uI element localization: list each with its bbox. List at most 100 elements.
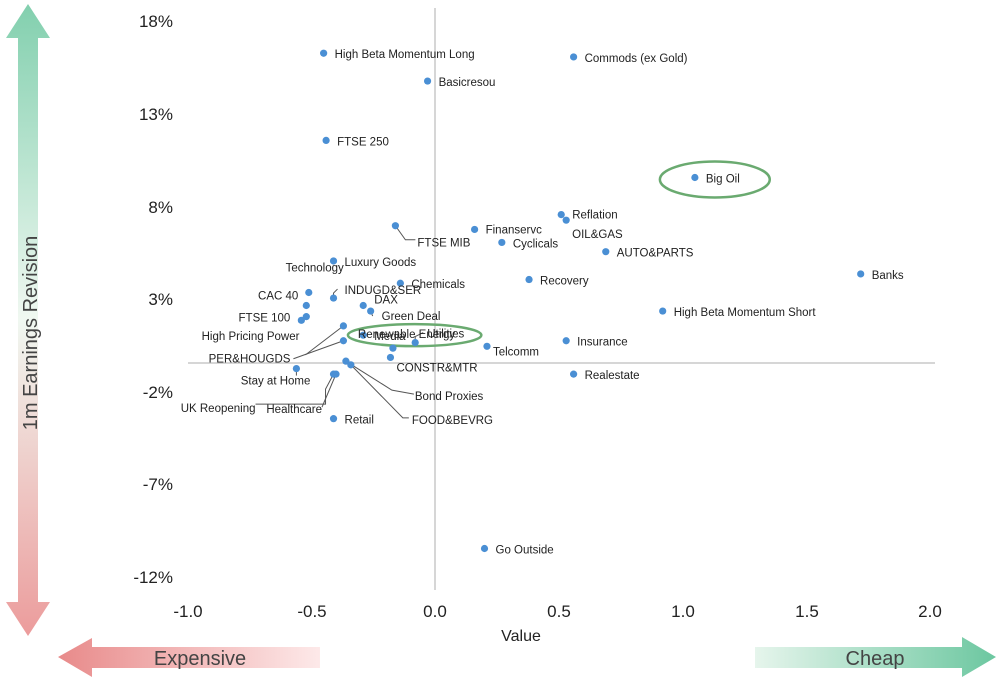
point-commods-ex-gold: [570, 53, 578, 61]
label-bond-proxies: Bond Proxies: [415, 391, 484, 403]
label-high-pricing-power: High Pricing Power: [202, 331, 300, 343]
point-indugd-ser: [329, 294, 338, 302]
label-renewable-energy: Renewable Energy: [358, 329, 455, 341]
label-ftse-250: FTSE 250: [337, 136, 389, 148]
label-insurance: Insurance: [577, 337, 628, 349]
label-go-outside: Go Outside: [496, 545, 554, 557]
point-healthcare: [332, 370, 340, 378]
label-cyclicals: Cyclicals: [513, 238, 559, 250]
point-chemicals: [396, 279, 404, 287]
label-healthcare: Healthcare: [266, 404, 322, 416]
label-constr-mtr: CONSTR&MTR: [396, 362, 477, 374]
label-big-oil: Big Oil: [706, 174, 740, 186]
label-per-hougds: PER&HOUGDS: [209, 354, 291, 366]
label-finanservc: Finanservc: [486, 224, 542, 236]
point-ftse-100: [302, 313, 310, 321]
label-luxury-goods: Luxury Goods: [345, 257, 417, 269]
highlight-rings: [346, 160, 771, 348]
point-per-hougds: [339, 337, 348, 345]
leader-food-bevrg: [350, 364, 409, 419]
x-tick-label: 1.0: [671, 602, 695, 621]
label-indugd-ser: INDUGD&SER: [345, 285, 422, 297]
label-oil-gas: OIL&GAS: [572, 229, 623, 241]
x-tick-label: 2.0: [918, 602, 942, 621]
point-go-outside: [480, 544, 489, 553]
x-tick-labels: -1.0 -0.5 0.0 0.5 1.0 1.5 2.0: [173, 602, 941, 621]
point-recovery: [525, 275, 533, 284]
x-tick-label: -0.5: [297, 602, 326, 621]
leader-ftse-mib: [394, 225, 416, 241]
y-tick-label: 3%: [148, 290, 173, 309]
y-tick-label: 13%: [139, 105, 173, 124]
point-cyclicals: [498, 238, 506, 247]
point-reflation: [557, 211, 565, 219]
label-realestate: Realestate: [585, 370, 640, 382]
y-tick-label: 18%: [139, 12, 173, 31]
data-points: [292, 49, 865, 553]
label-retail: Retail: [345, 415, 374, 427]
x-tick-label: 0.5: [547, 602, 571, 621]
leader-high-pricing-power: [305, 325, 344, 356]
label-media: Media: [374, 331, 406, 343]
expensive-label: Expensive: [154, 648, 246, 670]
label-high-beta-momentum-short: High Beta Momentum Short: [674, 307, 817, 319]
point-high-beta-momentum-long: [320, 49, 328, 57]
label-reflation: Reflation: [572, 210, 617, 222]
point-constr-mtr: [386, 353, 395, 362]
point-renewable-energy: [389, 344, 397, 352]
y-tick-labels: 18% 13% 8% 3% -2% -7% -12%: [133, 12, 173, 587]
point-banks: [857, 270, 865, 278]
label-high-beta-momentum-long: High Beta Momentum Long: [335, 49, 475, 61]
point-media: [359, 331, 367, 339]
point-big-oil: [691, 173, 699, 182]
label-food-bevrg: FOOD&BEVRG: [412, 415, 493, 427]
point-luxury-goods: [329, 257, 338, 265]
leader-uk-reopening: [255, 373, 334, 405]
x-tick-label: 0.0: [423, 602, 447, 621]
point-high-beta-momentum-short: [659, 307, 667, 315]
y-tick-label: -12%: [133, 568, 173, 587]
leader-healthcare: [321, 373, 337, 408]
label-cac-40: CAC 40: [258, 290, 298, 302]
label-recovery: Recovery: [540, 276, 589, 288]
point-technology: [305, 288, 313, 297]
point-realestate: [570, 370, 578, 378]
point-auto-parts: [602, 248, 610, 256]
point-telcomm: [483, 342, 491, 350]
label-banks: Banks: [872, 270, 904, 282]
label-ftse-mib: FTSE MIB: [417, 238, 470, 250]
label-utilities: Utilities: [427, 329, 464, 341]
label-auto-parts: AUTO&PARTS: [617, 248, 694, 260]
label-uk-reopening: UK Reopening: [181, 403, 256, 415]
point-insurance: [562, 337, 570, 345]
point-labels: High Beta Momentum Long Commods (ex Gold)…: [181, 49, 904, 556]
point-ftse-100-2: [297, 316, 305, 324]
vertical-double-arrow: [6, 4, 50, 636]
point-dax: [359, 301, 367, 310]
label-stay-at-home: Stay at Home: [241, 376, 311, 388]
y-tick-label: 8%: [148, 198, 173, 217]
point-ftse-250: [322, 136, 330, 144]
point-basicresou: [423, 77, 432, 85]
cheap-label: Cheap: [846, 648, 905, 670]
highlight-ring-big-oil: [658, 160, 771, 199]
point-bond-proxies: [342, 357, 350, 365]
leader-bond-proxies: [345, 360, 414, 395]
label-technology: Technology: [286, 263, 344, 275]
label-dax: DAX: [374, 294, 398, 306]
label-ftse-100: FTSE 100: [239, 313, 291, 325]
label-telcomm: Telcomm: [493, 346, 539, 358]
x-axis-title: Value: [501, 628, 541, 645]
y-axis-title: 1m Earnings Revision: [20, 236, 42, 431]
point-retail: [329, 415, 338, 423]
y-tick-label: -2%: [143, 383, 173, 402]
y-tick-label: -7%: [143, 475, 173, 494]
point-ftse-mib: [391, 222, 399, 230]
point-utilities: [411, 338, 419, 347]
cheap-arrow: [755, 637, 996, 677]
point-high-pricing-power: [339, 322, 348, 330]
label-green-deal: Green Deal: [382, 311, 441, 323]
highlight-ring-renewable-energy: [346, 322, 483, 348]
